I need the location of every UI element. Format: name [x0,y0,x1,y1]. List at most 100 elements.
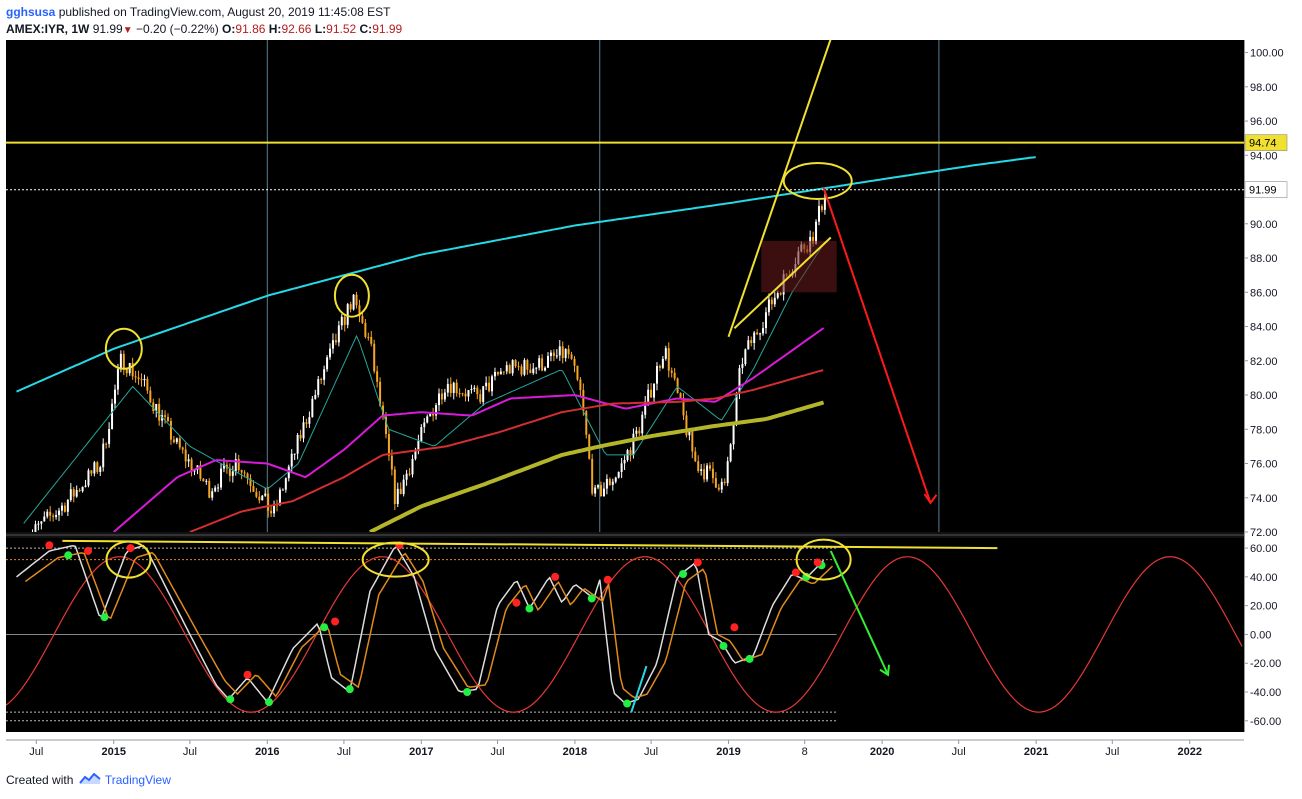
candle-body [158,403,161,421]
candle-body [773,297,776,305]
price-tick-label: 76.00 [1250,459,1278,471]
candle-body [717,487,720,490]
candle-body [496,371,499,375]
candle-body [93,462,96,474]
cross-marker [331,617,340,626]
candle-body [178,438,181,448]
candle-body [63,505,66,512]
down-triangle-icon: ▼ [122,25,133,36]
candle-body [647,389,650,402]
candle-body [152,402,155,412]
symbol: AMEX:IYR, 1W [6,22,90,36]
candle-body [308,417,311,424]
oscillator-tick-label: 0.00 [1250,629,1271,641]
price-tick-label: 72.00 [1250,527,1278,539]
candle-body [546,356,549,368]
price-tick-label: 96.00 [1250,116,1278,128]
red-arrow-head [923,493,938,505]
candle-body [694,451,697,462]
candle-body [382,405,385,417]
candle-body [240,470,243,473]
last-price-label: 91.99 [1249,185,1277,197]
candle-body [597,485,600,488]
open-value: 91.86 [235,22,266,36]
candle-body [467,390,470,397]
time-tick-label: 2021 [1024,746,1048,758]
candle-body [549,352,552,357]
candle-body [376,371,379,382]
candle-body [564,348,567,359]
candle-body [220,468,223,488]
candle-body [108,428,111,444]
price-tick-label: 88.00 [1250,253,1278,265]
candle-body [770,299,773,305]
close-label: C: [359,22,373,36]
candle-body [261,495,264,501]
candle-body [591,458,594,494]
ma-olive-line [369,400,825,532]
chart-canvas[interactable]: 100.0098.0096.0094.0092.0090.0088.0086.0… [6,40,1296,768]
candle-body [222,464,225,469]
candle-body [411,458,414,475]
candle-body [720,481,723,490]
candle-body [541,358,544,371]
candle-body [488,382,491,392]
cross-marker [84,546,93,555]
candle-body [429,413,432,417]
candle-body [122,353,125,370]
tradingview-logo-icon [78,772,101,784]
candle-body [119,353,122,370]
candle-body [661,358,664,368]
oscillator-tick-label: 40.00 [1250,572,1278,584]
candle-body [187,459,190,462]
low-label: L: [314,22,327,36]
price-tick-label: 80.00 [1250,390,1278,402]
candle-body [417,441,420,451]
candle-body [273,504,276,514]
candle-body [81,486,84,492]
candle-body [125,369,128,374]
candle-body [579,379,582,391]
candle-body [823,198,826,210]
price-pane [6,40,1244,532]
candle-body [116,369,119,390]
time-tick-label: 2022 [1177,746,1201,758]
candle-body [164,415,167,417]
candle-body [491,376,494,392]
time-tick-label: 8 [802,746,808,758]
candle-body [326,357,329,370]
candle-body [320,379,323,381]
candle-body [393,469,396,504]
candle-body [46,511,49,517]
candle-body [523,360,526,375]
candle-body [102,443,105,468]
candle-body [449,384,452,394]
price-tick-label: 84.00 [1250,322,1278,334]
time-tick-label: Jul [490,746,504,758]
candle-body [703,469,706,480]
candle-body [399,488,402,494]
tradingview-link[interactable]: TradingView [104,773,171,787]
candle-body [49,511,52,516]
cross-marker [551,572,560,581]
author-name[interactable]: gghsusa [6,5,56,19]
candle-body [149,390,152,403]
candle-body [470,388,473,391]
candle-body [658,366,661,368]
candle-body [281,489,284,491]
candle-body [714,478,717,488]
cross-marker [226,695,235,704]
candle-body [567,348,570,355]
cross-marker [791,568,800,577]
candle-body [131,363,134,377]
candle-body [744,349,747,365]
candle-body [538,358,541,368]
candle-body [278,489,281,506]
osc-top-circle [105,540,152,579]
price-tick-label: 98.00 [1250,82,1278,94]
candle-body [697,461,700,471]
candle-body [58,510,61,516]
candle-body [258,496,261,501]
time-tick-label: 2019 [716,746,740,758]
candle-body [37,523,40,525]
